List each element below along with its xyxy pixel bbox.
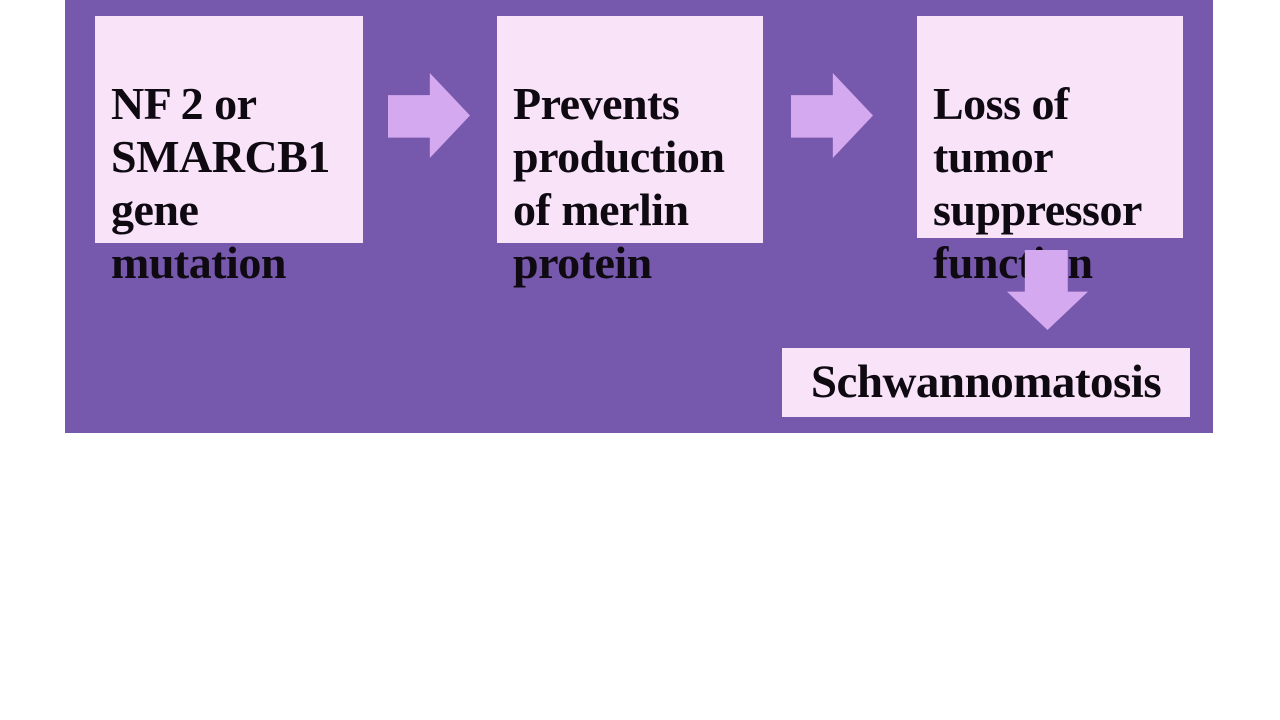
gel-electrophoresis-figure: bp M - E F S1 S2 S3 pRCC1 240 200 160 [0, 440, 1280, 720]
flow-box-gene-mutation: NF 2 or SMARCB1 gene mutation [95, 16, 363, 288]
flow-box-text: Prevents production of merlin protein [513, 78, 725, 288]
flow-box-text: NF 2 or SMARCB1 gene mutation [111, 78, 330, 288]
arrow-right-icon [791, 73, 873, 158]
flow-box-text: Loss of tumor suppressor function [933, 78, 1142, 288]
result-text: Schwannomatosis [810, 356, 1162, 408]
pathway-banner: NF 2 or SMARCB1 gene mutation Prevents p… [65, 0, 1213, 433]
flow-box-result: Schwannomatosis [782, 348, 1190, 417]
flow-box-merlin-production: Prevents production of merlin protein [497, 16, 763, 288]
arrow-right-icon [388, 73, 470, 158]
flow-box-suppressor-loss: Loss of tumor suppressor function [917, 16, 1183, 288]
